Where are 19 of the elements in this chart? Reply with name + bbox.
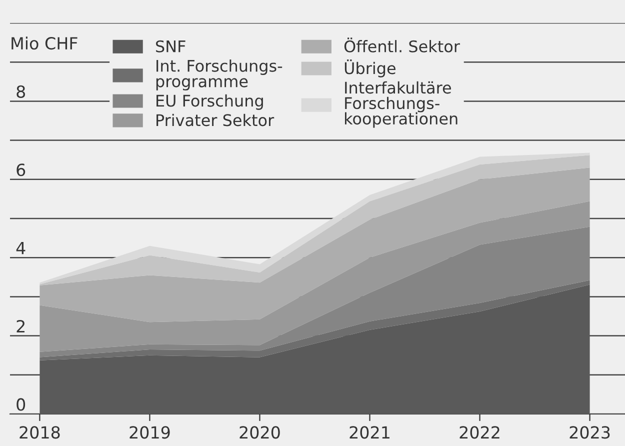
x-tick-label: 2018 xyxy=(20,426,60,439)
x-tick-label: 2020 xyxy=(240,426,280,439)
legend-label: Übrige xyxy=(344,59,396,78)
y-tick-label: 4 xyxy=(16,242,26,254)
legend-label: Öffentl. Sektor xyxy=(344,38,460,52)
x-tick-label: 2019 xyxy=(130,426,170,439)
x-tick-label: 2023 xyxy=(570,426,610,439)
legend-label: Interfakultäre Forschungs- kooperationen xyxy=(344,81,458,128)
legend-label: Privater Sektor xyxy=(156,114,274,126)
legend-label: Int. Forschungs- programme xyxy=(156,59,282,90)
x-tick-label: 2021 xyxy=(350,426,390,439)
legend-label: EU Forschung xyxy=(156,94,263,110)
x-tick-label: 2022 xyxy=(460,426,500,439)
y-tick-label: 2 xyxy=(16,320,24,332)
legend-label: SNF xyxy=(156,40,186,52)
y-axis-title: Mio CHF xyxy=(12,36,78,50)
y-tick-label: 0 xyxy=(16,398,26,411)
y-tick-label: 6 xyxy=(16,164,26,176)
y-tick-label: 8 xyxy=(16,85,26,98)
